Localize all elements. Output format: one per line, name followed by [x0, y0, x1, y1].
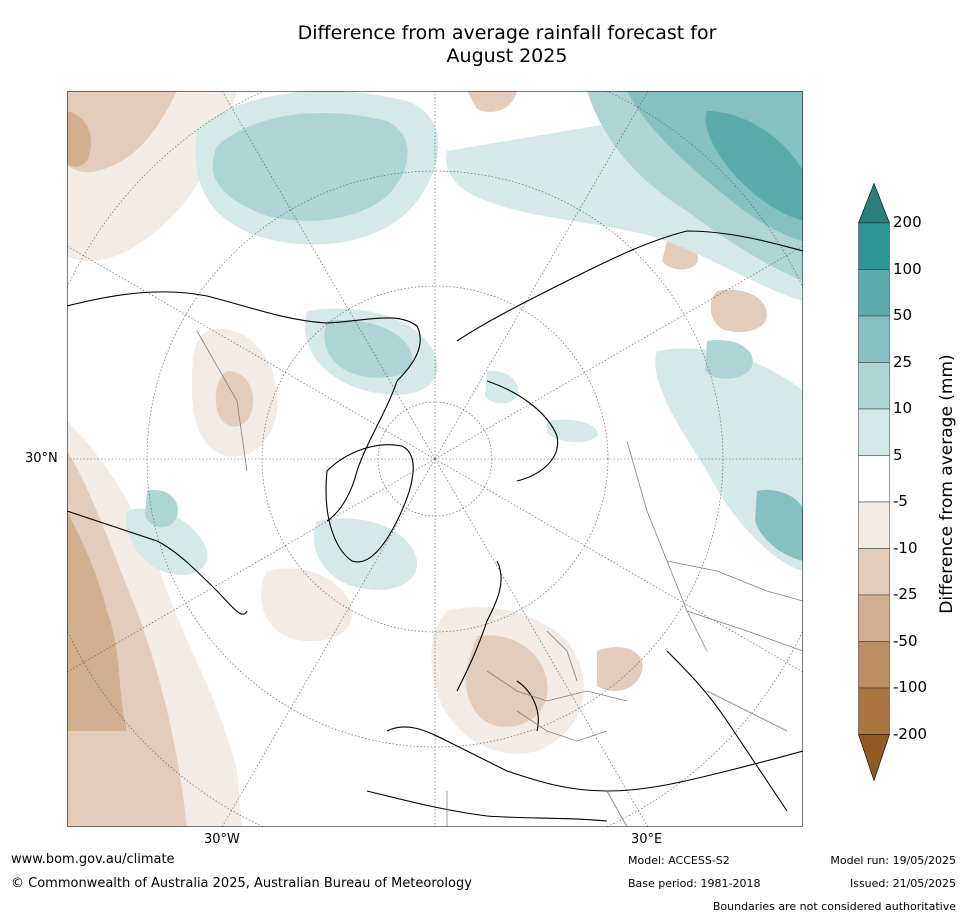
colorbar-tick-label: -25	[893, 585, 918, 603]
colorbar-tick-label: 100	[893, 259, 922, 278]
colorbar-bands	[858, 183, 890, 781]
colorbar-under-triangle	[858, 734, 890, 781]
lon-label-30e: 30°E	[631, 832, 663, 847]
colorbar-tick-label: 200	[893, 213, 922, 231]
colorbar-band	[858, 641, 890, 689]
colorbar-band	[858, 687, 890, 735]
colorbar	[858, 183, 890, 781]
colorbar-tick-label: -100	[893, 678, 928, 696]
colorbar-tick-label: 25	[893, 352, 913, 371]
colorbar-band	[858, 269, 890, 317]
colorbar-tick-label: -50	[893, 631, 918, 650]
footer-base-period: Base period: 1981-2018	[628, 877, 761, 890]
footer-model-run: Model run: 19/05/2025	[830, 854, 956, 867]
colorbar-tick-label: 5	[893, 445, 903, 464]
country-borders	[196, 330, 803, 827]
colorbar-tick-label: 50	[893, 306, 913, 324]
dry-anomaly-regions	[67, 91, 767, 827]
colorbar-band	[858, 222, 890, 270]
footer-website[interactable]: www.bom.gov.au/climate	[11, 852, 175, 867]
colorbar-label: Difference from average (mm)	[937, 354, 957, 614]
colorbar-band	[858, 455, 890, 503]
footer-disclaimer: Boundaries are not considered authoritat…	[712, 900, 956, 913]
map-title: Difference from average rainfall forecas…	[0, 22, 965, 68]
colorbar-tick-label: 10	[893, 399, 913, 417]
wet-anomaly-regions	[126, 91, 803, 590]
map-title-line2: August 2025	[446, 45, 568, 67]
graticule	[67, 91, 803, 827]
coastlines	[67, 230, 803, 822]
colorbar-over-triangle	[858, 183, 890, 224]
colorbar-tick-label: -200	[893, 724, 928, 743]
footer-issued: Issued: 21/05/2025	[849, 877, 956, 890]
colorbar-band	[858, 408, 890, 456]
colorbar-tick-label: -10	[893, 538, 918, 557]
colorbar-band	[858, 548, 890, 596]
colorbar-band	[858, 501, 890, 549]
footer-model: Model: ACCESS-S2	[628, 854, 730, 867]
colorbar-band	[858, 315, 890, 363]
colorbar-tick-label: -5	[893, 492, 908, 510]
colorbar-band	[858, 362, 890, 410]
map-title-line1: Difference from average rainfall forecas…	[297, 22, 717, 44]
lat-label-30n: 30°N	[25, 451, 58, 466]
rainfall-anomaly-map	[67, 91, 803, 827]
colorbar-band	[858, 594, 890, 642]
lon-label-30w: 30°W	[204, 832, 240, 847]
footer-copyright: © Commonwealth of Australia 2025, Austra…	[11, 876, 472, 891]
map-frame	[67, 91, 803, 827]
